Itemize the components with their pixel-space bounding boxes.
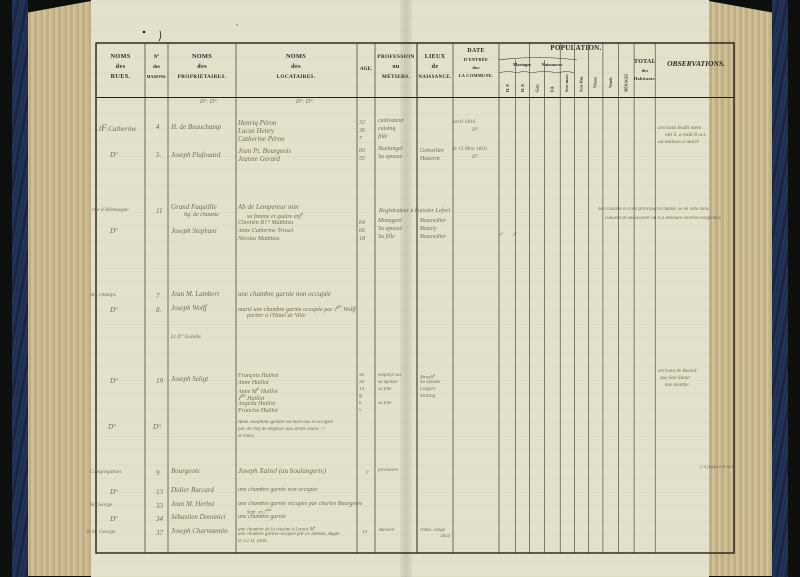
- svg-text:des: des: [197, 63, 207, 70]
- svg-text:OBSERVATIONS.: OBSERVATIONS.: [667, 59, 725, 68]
- svg-text:Fil.: Fil.: [550, 86, 555, 92]
- svg-text:H. F.: H. F.: [505, 83, 510, 92]
- svg-text:MÉNAGES: MÉNAGES: [624, 74, 629, 92]
- svg-text:Veufs: Veufs: [608, 77, 613, 88]
- svg-text:Sexe masc.: Sexe masc.: [564, 74, 569, 92]
- svg-text:de: de: [432, 63, 439, 70]
- svg-text:PROPRIÉTAIRES.: PROPRIÉTAIRES.: [178, 72, 227, 80]
- svg-text:LIEUX: LIEUX: [425, 54, 446, 60]
- svg-text:DATE: DATE: [467, 48, 484, 54]
- svg-text:D'ENTRÉE: D'ENTRÉE: [464, 57, 488, 62]
- svg-text:Vieux: Vieux: [593, 76, 598, 88]
- svg-text:N°: N°: [154, 55, 160, 60]
- svg-text:POPULATION.: POPULATION.: [550, 44, 601, 52]
- svg-text:TOTAL: TOTAL: [634, 59, 656, 65]
- svg-text:MAISONS.: MAISONS.: [147, 74, 167, 79]
- svg-text:H. F.: H. F.: [520, 83, 525, 92]
- svg-text:NOMS: NOMS: [192, 53, 212, 60]
- svg-text:Habitants.: Habitants.: [634, 76, 656, 81]
- svg-text:Mariages: Mariages: [513, 62, 531, 67]
- svg-text:Sexe fém.: Sexe fém.: [579, 76, 584, 92]
- svg-text:dns: dns: [472, 65, 479, 70]
- svg-text:Naissances: Naissances: [542, 62, 563, 67]
- svg-text:ou: ou: [392, 63, 399, 70]
- svg-text:LOCATAIRES.: LOCATAIRES.: [277, 74, 316, 80]
- svg-text:NOMS: NOMS: [286, 53, 306, 60]
- svg-text:des: des: [642, 68, 649, 73]
- svg-text:NOMS: NOMS: [110, 53, 130, 60]
- svg-text:NAISSANCE.: NAISSANCE.: [418, 75, 452, 80]
- svg-text:RUES.: RUES.: [111, 73, 131, 80]
- svg-text:MÉTIERS.: MÉTIERS.: [382, 72, 411, 80]
- svg-text:des: des: [291, 63, 301, 70]
- svg-text:des: des: [153, 65, 160, 70]
- svg-text:LA COMMUNE.: LA COMMUNE.: [459, 73, 494, 78]
- svg-text:Gar.: Gar.: [535, 84, 540, 92]
- svg-text:AGE.: AGE.: [360, 67, 373, 72]
- svg-text:des: des: [116, 63, 126, 70]
- svg-text:PROFESSION: PROFESSION: [377, 54, 414, 60]
